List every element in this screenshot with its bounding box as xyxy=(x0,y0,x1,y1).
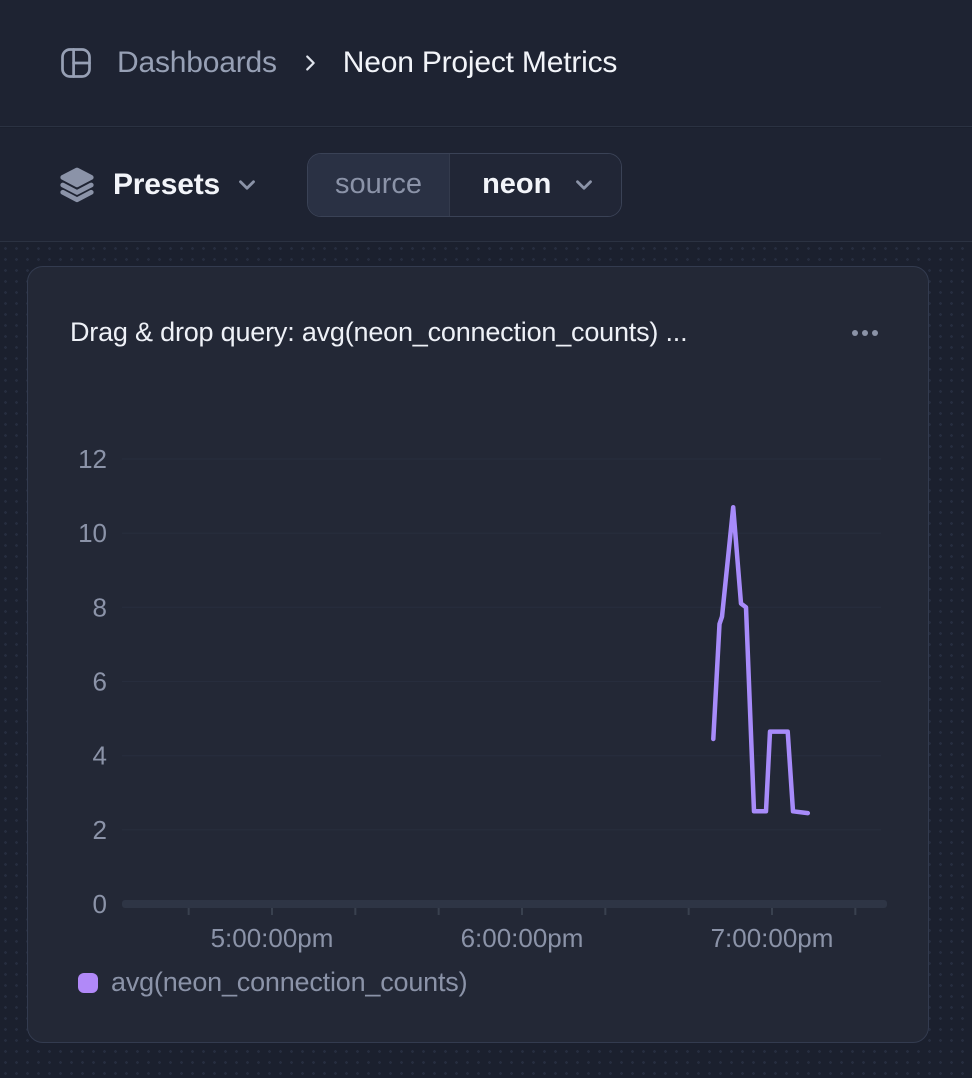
source-filter-value-text: neon xyxy=(482,168,552,200)
source-filter-key: source xyxy=(308,153,451,216)
source-filter-value[interactable]: neon xyxy=(450,153,622,216)
y-axis-tick-label: 2 xyxy=(93,815,107,845)
breadcrumb-dashboards-link[interactable]: Dashboards xyxy=(94,46,277,80)
y-axis-tick-label: 4 xyxy=(93,741,107,771)
breadcrumb-chevron-icon xyxy=(299,52,321,74)
metric-panel-card: Drag & drop query: avg(neon_connection_c… xyxy=(27,266,929,1043)
presets-label: Presets xyxy=(113,167,221,201)
dashboard-toolbar: Presets source neon xyxy=(0,128,972,242)
x-axis-tick-label: 7:00:00pm xyxy=(711,923,834,953)
legend-swatch xyxy=(78,972,98,993)
line-chart-svg: 0 2 4 6 8 10 12 5:00:00pm 6:00:00pm 7:00:00pm xyxy=(78,444,887,953)
legend-item[interactable]: avg(neon_connection_counts) xyxy=(78,967,468,998)
y-axis-tick-label: 12 xyxy=(78,444,107,474)
panel-header: Drag & drop query: avg(neon_connection_c… xyxy=(28,267,928,348)
layers-icon xyxy=(58,166,96,204)
line-chart[interactable]: 0 2 4 6 8 10 12 5:00:00pm 6:00:00pm 7:00:00pm xyxy=(28,417,929,1017)
breadcrumb-section-label: Dashboards xyxy=(117,46,277,79)
legend-label: avg(neon_connection_counts) xyxy=(111,967,468,997)
top-navigation: Dashboards Neon Project Metrics xyxy=(0,0,972,127)
source-filter-select[interactable]: source neon xyxy=(307,152,623,217)
x-axis-bar xyxy=(122,900,887,908)
y-axis-tick-label: 8 xyxy=(93,592,107,622)
presets-button[interactable]: Presets xyxy=(58,166,260,204)
presets-chevron-down-icon xyxy=(234,172,260,198)
x-axis-tick-label: 6:00:00pm xyxy=(461,923,584,953)
ellipsis-icon xyxy=(852,329,878,336)
source-filter-chevron-down-icon xyxy=(571,172,597,198)
page-title: Neon Project Metrics xyxy=(342,46,618,79)
panel-menu-button[interactable] xyxy=(848,322,882,344)
y-axis-tick-label: 0 xyxy=(93,889,107,919)
dashboard-canvas: Drag & drop query: avg(neon_connection_c… xyxy=(0,243,972,1078)
y-axis-tick-label: 6 xyxy=(93,667,107,697)
y-axis-tick-label: 10 xyxy=(78,518,107,548)
panel-title: Drag & drop query: avg(neon_connection_c… xyxy=(70,317,688,347)
dashboards-grid-icon xyxy=(58,45,94,81)
series-line xyxy=(711,504,811,816)
x-axis-tick-label: 5:00:00pm xyxy=(211,923,334,953)
